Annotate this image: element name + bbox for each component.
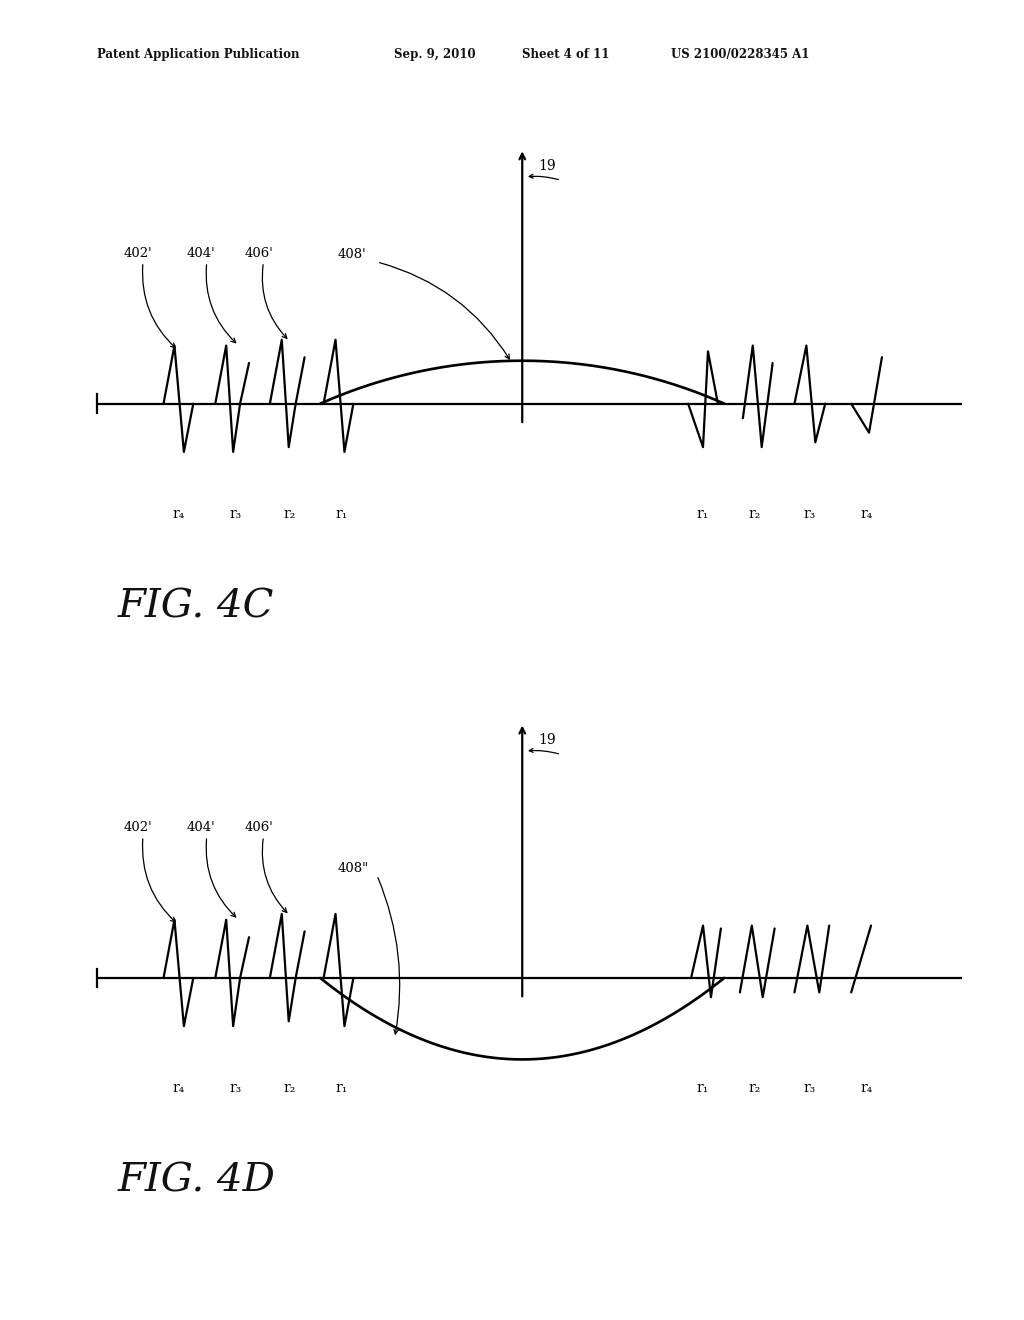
Text: r₃: r₃ (803, 1081, 815, 1094)
Text: r₁: r₁ (335, 1081, 347, 1094)
Text: 404': 404' (187, 821, 216, 834)
Text: r₄: r₄ (172, 507, 184, 520)
Text: 406': 406' (245, 821, 273, 834)
Text: 408": 408" (338, 862, 369, 875)
Text: r₁: r₁ (335, 507, 347, 520)
Text: 406': 406' (245, 247, 273, 260)
Text: r₄: r₄ (860, 507, 872, 520)
Text: 19: 19 (538, 734, 555, 747)
Text: Patent Application Publication: Patent Application Publication (97, 48, 300, 61)
Text: 408': 408' (338, 248, 367, 261)
Text: r₂: r₂ (749, 1081, 761, 1094)
Text: r₃: r₃ (229, 507, 242, 520)
Text: 404': 404' (187, 247, 216, 260)
Text: 19: 19 (538, 160, 555, 173)
Text: r₄: r₄ (172, 1081, 184, 1094)
Text: r₂: r₂ (284, 507, 296, 520)
Text: r₂: r₂ (749, 507, 761, 520)
Text: r₁: r₁ (697, 507, 710, 520)
Text: FIG. 4C: FIG. 4C (118, 589, 274, 626)
Text: r₄: r₄ (860, 1081, 872, 1094)
Text: 402': 402' (124, 821, 153, 834)
Text: Sheet 4 of 11: Sheet 4 of 11 (522, 48, 609, 61)
Text: Sep. 9, 2010: Sep. 9, 2010 (394, 48, 476, 61)
Text: r₁: r₁ (697, 1081, 710, 1094)
Text: r₃: r₃ (229, 1081, 242, 1094)
Text: 402': 402' (124, 247, 153, 260)
Text: FIG. 4D: FIG. 4D (118, 1163, 275, 1200)
Text: US 2100/0228345 A1: US 2100/0228345 A1 (671, 48, 809, 61)
Text: r₃: r₃ (803, 507, 815, 520)
Text: r₂: r₂ (284, 1081, 296, 1094)
